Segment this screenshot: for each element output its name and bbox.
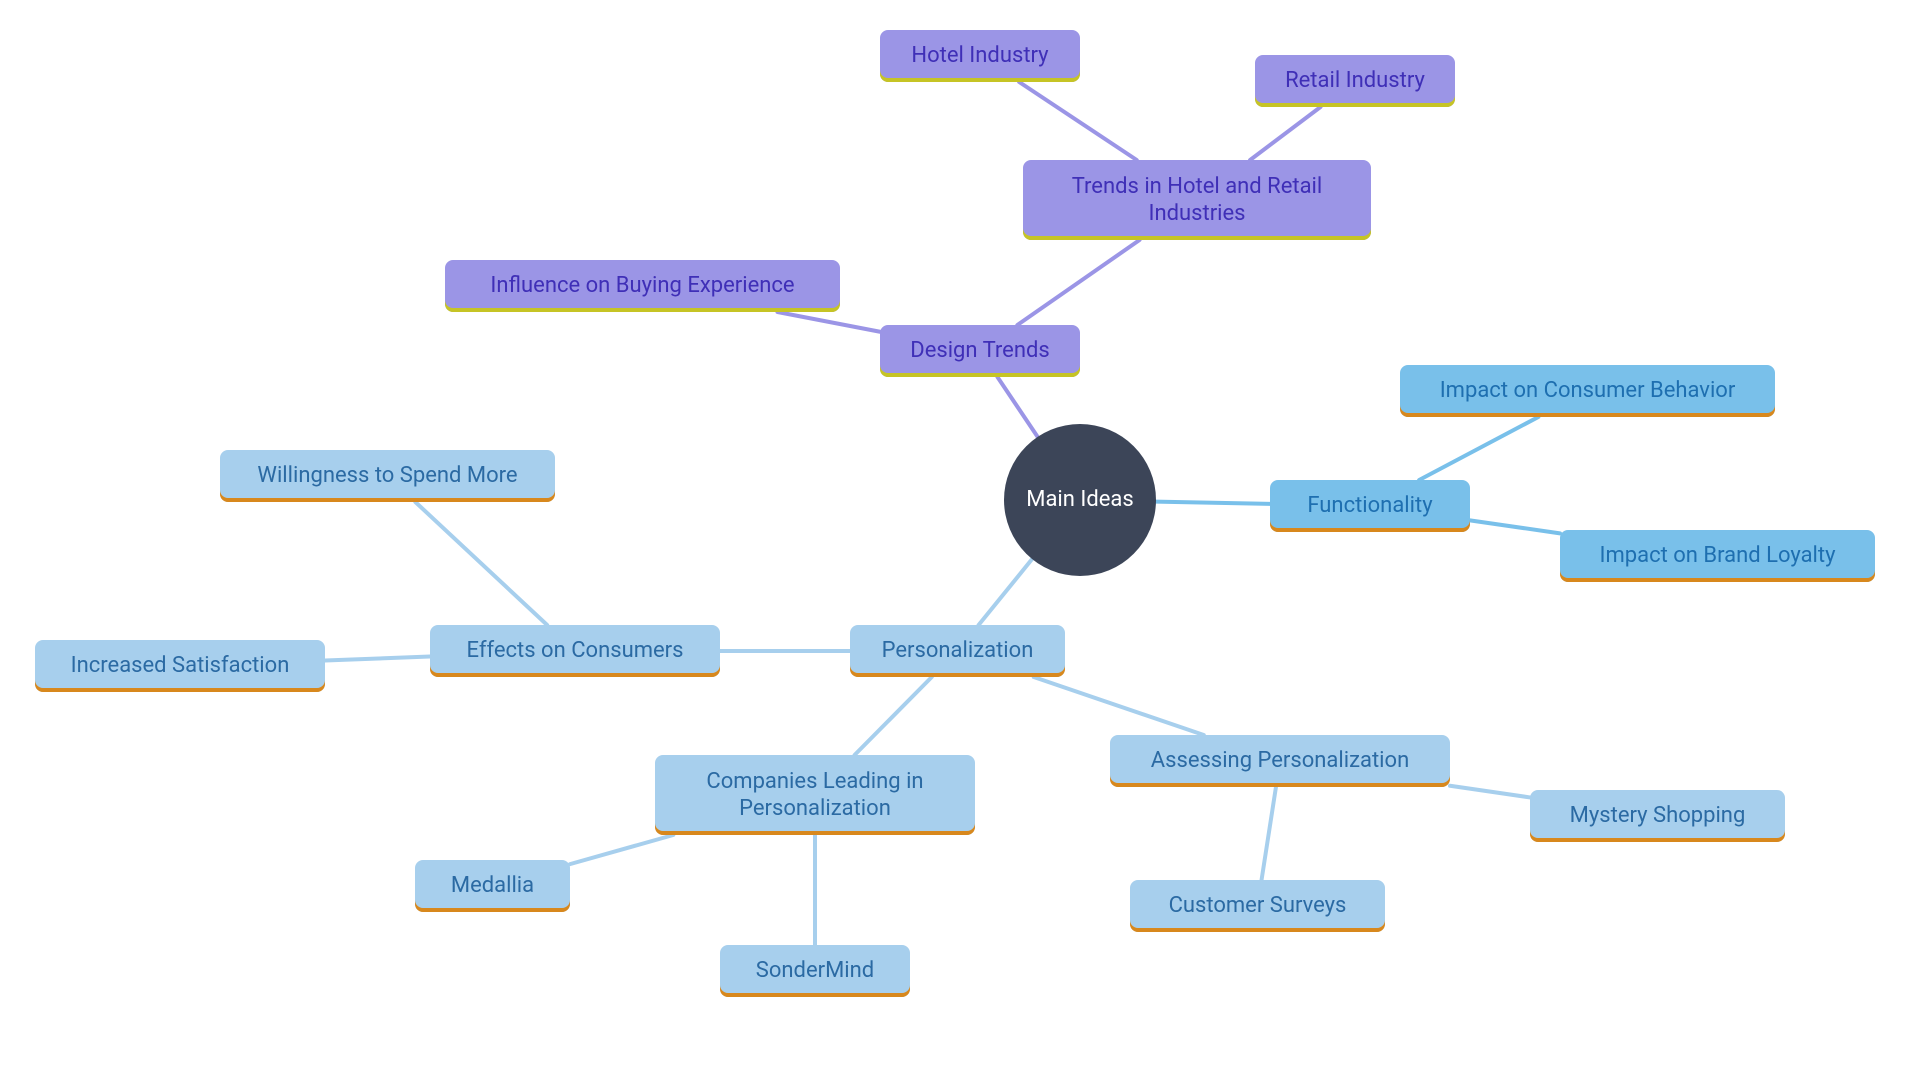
edge [778, 312, 881, 332]
node-companies: Companies Leading in Personalization [655, 755, 975, 835]
node-retail: Retail Industry [1255, 55, 1455, 107]
node-trends: Trends in Hotel and Retail Industries [1023, 160, 1371, 240]
node-design: Design Trends [880, 325, 1080, 377]
node-medallia: Medallia [415, 860, 570, 912]
node-willing: Willingness to Spend More [220, 450, 555, 502]
node-surveys: Customer Surveys [1130, 880, 1385, 932]
edge [1250, 107, 1320, 160]
edge [1017, 240, 1139, 325]
node-satisfaction: Increased Satisfaction [35, 640, 325, 692]
node-personal: Personalization [850, 625, 1065, 677]
edge [1156, 502, 1270, 504]
node-label: Increased Satisfaction [71, 652, 290, 680]
node-consumerbeh: Impact on Consumer Behavior [1400, 365, 1775, 417]
node-brandloyalty: Impact on Brand Loyalty [1560, 530, 1875, 582]
node-label: Hotel Industry [911, 42, 1048, 70]
node-label: Design Trends [910, 337, 1050, 365]
node-label: Companies Leading in Personalization [706, 768, 923, 823]
node-influence: Influence on Buying Experience [445, 260, 840, 312]
edge [855, 677, 932, 755]
edge [1419, 417, 1538, 480]
edge [1450, 786, 1530, 798]
edge [1034, 677, 1204, 735]
node-sondermind: SonderMind [720, 945, 910, 997]
node-label: Willingness to Spend More [257, 462, 517, 490]
node-label: Assessing Personalization [1151, 747, 1409, 775]
edge [997, 377, 1037, 437]
node-label: Personalization [882, 637, 1034, 665]
edge [1019, 82, 1137, 160]
node-label: Influence on Buying Experience [490, 272, 794, 300]
edge [570, 835, 673, 864]
node-label: Impact on Brand Loyalty [1599, 542, 1835, 570]
edge [325, 657, 430, 661]
node-label: Mystery Shopping [1570, 802, 1746, 830]
root-node: Main Ideas [1004, 424, 1156, 576]
node-label: Effects on Consumers [467, 637, 684, 665]
node-label: Customer Surveys [1169, 892, 1347, 920]
edge [415, 502, 547, 625]
edge [1470, 520, 1560, 533]
node-functionality: Functionality [1270, 480, 1470, 532]
mindmap-canvas: Main Ideas Design Trends Influence on Buyi… [0, 0, 1920, 1080]
node-label: Functionality [1307, 492, 1432, 520]
node-label: Retail Industry [1285, 67, 1425, 95]
node-label: Trends in Hotel and Retail Industries [1072, 173, 1323, 228]
node-hotel: Hotel Industry [880, 30, 1080, 82]
node-effects: Effects on Consumers [430, 625, 720, 677]
node-label: Impact on Consumer Behavior [1440, 377, 1736, 405]
node-label: Medallia [451, 872, 534, 900]
node-label: SonderMind [756, 957, 874, 985]
node-assessing: Assessing Personalization [1110, 735, 1450, 787]
edge [1262, 787, 1276, 880]
root-label: Main Ideas [1026, 486, 1134, 514]
edge [979, 559, 1033, 625]
node-mystery: Mystery Shopping [1530, 790, 1785, 842]
